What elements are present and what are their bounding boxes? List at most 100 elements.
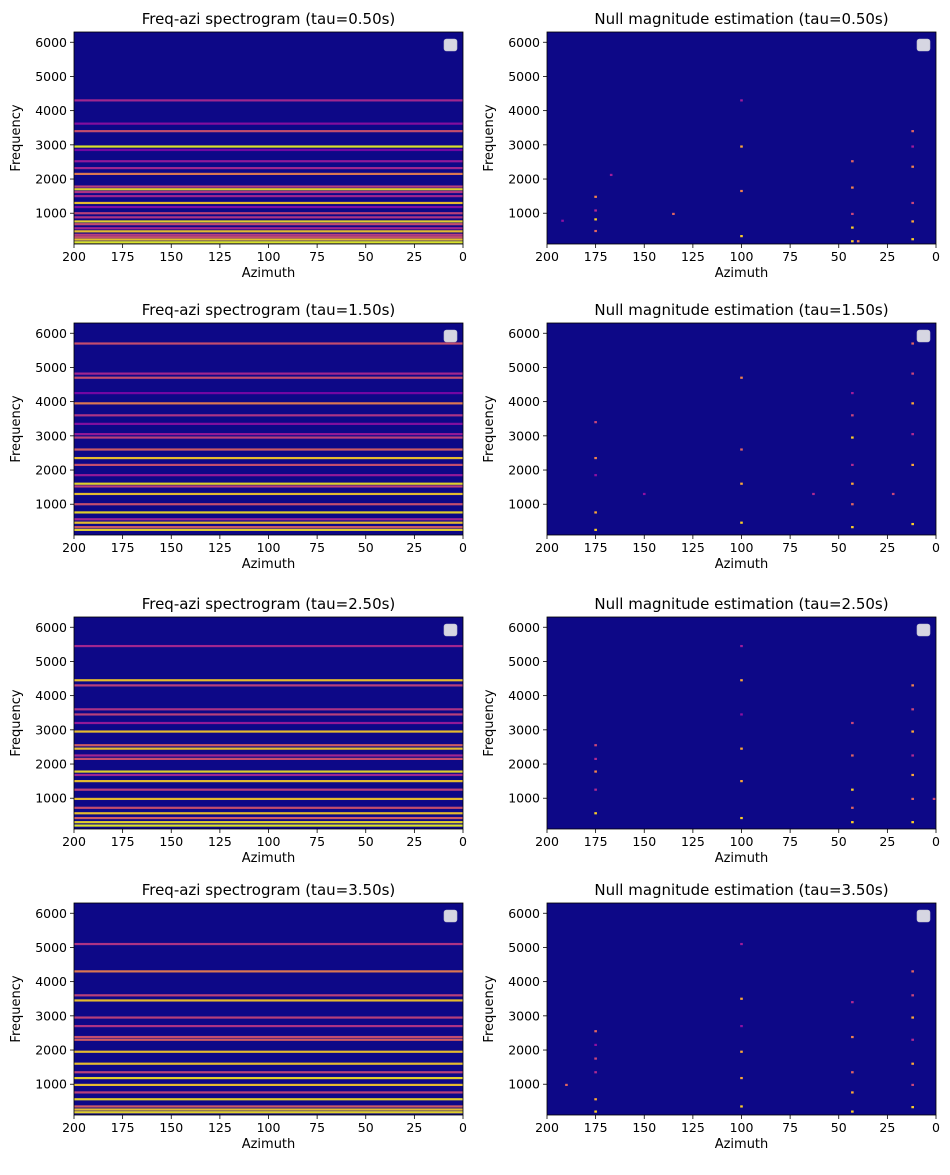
heatmap-cell — [911, 342, 914, 345]
x-tick-label: 25 — [406, 834, 422, 849]
x-tick-label: 25 — [879, 1120, 895, 1135]
heatmap-band — [74, 474, 463, 477]
heatmap-band — [74, 999, 463, 1002]
y-tick-label: 5000 — [35, 654, 67, 669]
heatmap-cell — [851, 721, 854, 725]
y-axis-label: Frequency — [9, 975, 24, 1042]
heatmap-cell — [609, 173, 613, 177]
heatmap-cell — [911, 522, 914, 526]
heatmap-cell — [911, 773, 914, 777]
heatmap-band — [74, 433, 463, 436]
legend-box — [916, 909, 931, 923]
x-tick-label: 100 — [257, 249, 281, 264]
y-tick-label: 1000 — [508, 1077, 540, 1092]
heatmap-cell — [911, 730, 914, 733]
heatmap-cell — [851, 212, 854, 216]
x-tick-label: 0 — [459, 249, 467, 264]
heatmap-band — [74, 1050, 463, 1053]
y-tick-label: 2000 — [35, 463, 67, 478]
y-tick-label: 6000 — [35, 620, 67, 635]
heatmap-cell — [891, 492, 895, 496]
heatmap-background — [547, 617, 936, 829]
x-tick-label: 50 — [831, 1120, 847, 1135]
heatmap-band — [74, 414, 463, 417]
heatmap-band — [74, 376, 463, 379]
y-tick-label: 1000 — [35, 1077, 67, 1092]
x-tick-label: 175 — [111, 249, 135, 264]
heatmap-band — [74, 994, 463, 997]
x-tick-label: 125 — [208, 540, 232, 555]
x-tick-label: 75 — [309, 1120, 325, 1135]
heatmap-cell — [740, 644, 743, 648]
heatmap-cell — [911, 433, 914, 436]
legend-box — [443, 909, 458, 923]
y-tick-label: 2000 — [508, 757, 540, 772]
heatmap-cells — [74, 342, 463, 531]
heatmap-cells — [74, 942, 463, 1114]
heatmap-band — [74, 780, 463, 783]
y-tick-label: 5000 — [508, 940, 540, 955]
heatmap-cell — [740, 189, 743, 193]
x-tick-label: 50 — [358, 834, 374, 849]
heatmap-band — [74, 816, 463, 820]
heatmap-band — [74, 511, 463, 514]
heatmap-band — [74, 1098, 463, 1101]
heatmap-band — [74, 201, 463, 205]
y-tick-label: 4000 — [35, 394, 67, 409]
heatmap-cell — [911, 684, 914, 687]
chart-title: Null magnitude estimation (tau=3.50s) — [594, 881, 888, 899]
heatmap-band — [74, 166, 463, 170]
heatmap-band — [74, 238, 463, 241]
legend-box — [916, 623, 931, 637]
x-tick-label: 200 — [535, 540, 559, 555]
x-tick-label: 175 — [584, 834, 608, 849]
y-tick-label: 5000 — [508, 360, 540, 375]
heatmap-cell — [594, 1030, 597, 1033]
heatmap-band — [74, 216, 463, 219]
heatmap-cell — [740, 942, 743, 946]
heatmap-cell — [911, 1016, 914, 1019]
heatmap-band — [74, 528, 463, 531]
x-tick-label: 125 — [208, 1120, 232, 1135]
heatmap-band — [74, 145, 463, 148]
heatmap-band — [74, 942, 463, 946]
chart-panel: 200 175 150 125 100 75 50 25 0 1000 2000 3000 4000 50… — [482, 10, 940, 281]
x-tick-label: 75 — [782, 1120, 798, 1135]
x-tick-label: 100 — [730, 834, 754, 849]
heatmap-cell — [911, 1038, 914, 1041]
heatmap-band — [74, 212, 463, 215]
heatmap-cell — [740, 482, 743, 485]
heatmap-background — [547, 903, 936, 1115]
heatmap-cell — [851, 226, 854, 229]
heatmap-background — [74, 323, 463, 535]
x-tick-label: 125 — [208, 249, 232, 264]
heatmap-band — [74, 205, 463, 209]
x-tick-label: 125 — [681, 540, 705, 555]
heatmap-band — [74, 195, 463, 198]
heatmap-band — [74, 1111, 463, 1114]
x-tick-label: 150 — [159, 834, 183, 849]
x-tick-label: 175 — [584, 1120, 608, 1135]
heatmap-band — [74, 684, 463, 687]
heatmap-cell — [851, 1091, 854, 1094]
heatmap-band — [74, 970, 463, 973]
chart-panel: 200 175 150 125 100 75 50 25 0 1000 2000 3000 4000 50… — [9, 10, 467, 281]
heatmap-band — [74, 708, 463, 711]
y-tick-label: 3000 — [35, 722, 67, 737]
y-tick-label: 5000 — [35, 69, 67, 84]
heatmap-cell — [911, 1083, 914, 1087]
x-tick-label: 75 — [309, 834, 325, 849]
heatmap-band — [74, 1038, 463, 1041]
heatmap-background — [74, 903, 463, 1115]
heatmap-cell — [851, 482, 854, 485]
y-tick-label: 2000 — [35, 757, 67, 772]
x-axis-label: Azimuth — [242, 1137, 296, 1152]
heatmap-cell — [594, 218, 597, 221]
heatmap-cells — [74, 99, 463, 244]
chart-panel: 200 175 150 125 100 75 50 25 0 1000 2000 3000 4000 50… — [9, 595, 467, 866]
heatmap-band — [74, 436, 463, 439]
y-axis-label: Frequency — [482, 395, 497, 462]
x-axis-label: Azimuth — [715, 266, 769, 281]
heatmap-cell — [740, 1024, 743, 1028]
